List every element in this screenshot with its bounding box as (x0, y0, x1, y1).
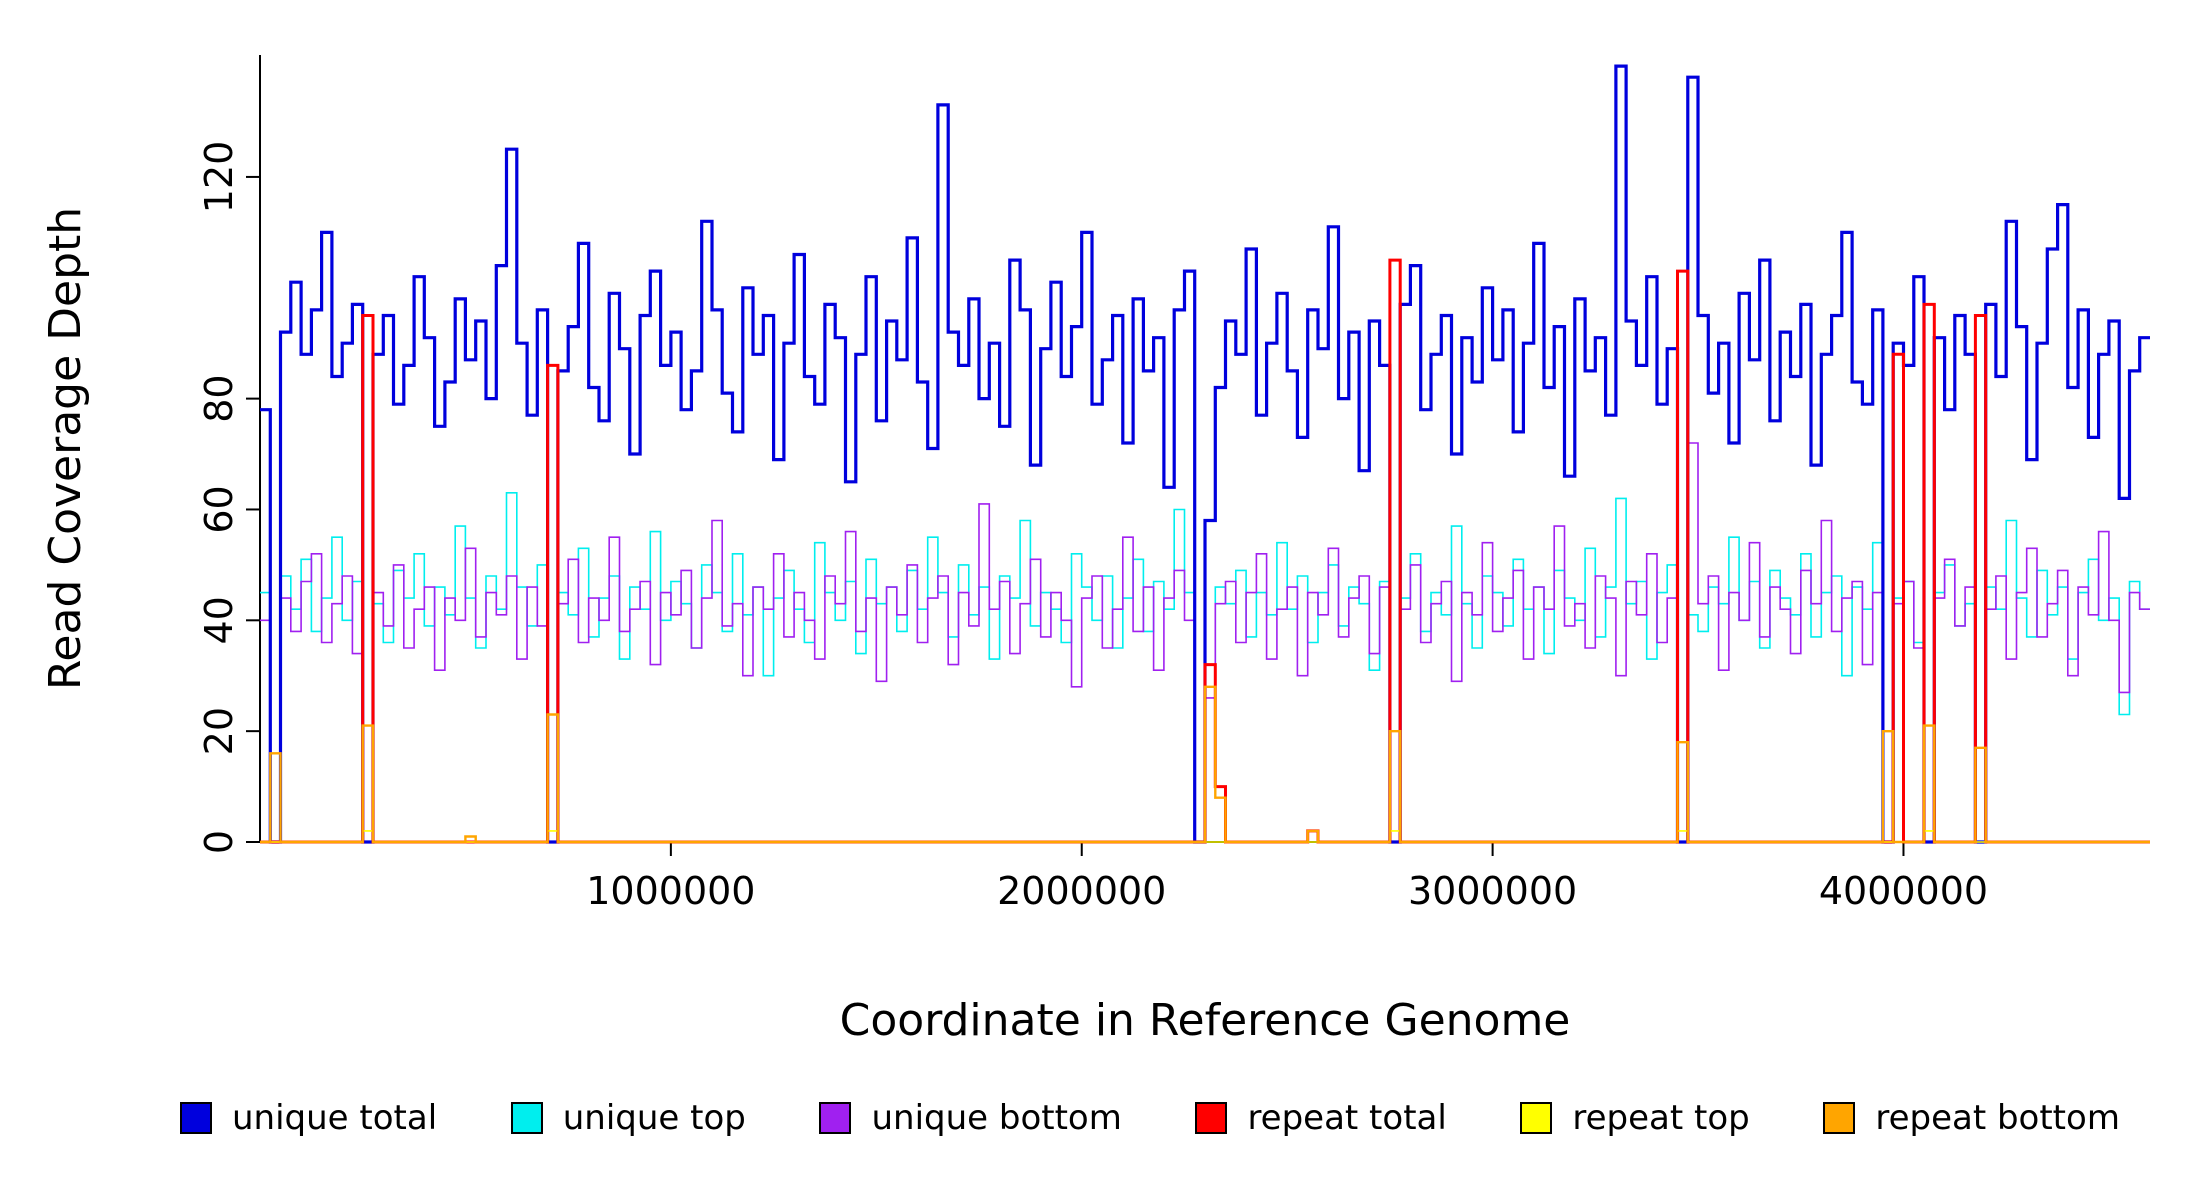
legend: unique total unique top unique bottom re… (0, 1098, 2200, 1138)
legend-swatch-repeat-top (1520, 1102, 1553, 1134)
y-tick-label: 20 (197, 707, 241, 755)
legend-label-unique-top: unique top (562, 1098, 746, 1138)
series-lines (260, 64, 2150, 844)
legend-swatch-repeat-total (1195, 1102, 1228, 1134)
y-tick-label: 60 (197, 485, 241, 533)
legend-label-repeat-total: repeat total (1247, 1098, 1447, 1138)
legend-label-repeat-bottom: repeat bottom (1875, 1098, 2120, 1138)
legend-swatch-unique-bottom (819, 1102, 852, 1134)
legend-item-repeat-top: repeat top (1520, 1098, 1750, 1138)
y-tick-label: 120 (197, 141, 241, 214)
x-tick-label: 2000000 (997, 869, 1166, 913)
legend-swatch-repeat-bottom (1823, 1102, 1856, 1134)
legend-item-repeat-total: repeat total (1195, 1098, 1447, 1138)
legend-label-unique-bottom: unique bottom (871, 1098, 1122, 1138)
x-tick-label: 3000000 (1408, 869, 1577, 913)
legend-item-repeat-bottom: repeat bottom (1823, 1098, 2120, 1138)
y-tick-label: 40 (197, 596, 241, 644)
x-tick-label: 1000000 (586, 869, 755, 913)
x-axis-title: Coordinate in Reference Genome (840, 995, 1571, 1046)
legend-item-unique-top: unique top (510, 1098, 746, 1138)
series-repeat-bottom (260, 685, 2150, 844)
y-axis-title: Read Coverage Depth (40, 207, 91, 690)
axis-ticks: 0 20 40 60 80 120 1000000 2000000 3000000 4000000 (197, 141, 1988, 913)
legend-swatch-unique-total (180, 1102, 212, 1134)
legend-item-unique-total: unique total (180, 1098, 437, 1138)
legend-label-repeat-top: repeat top (1572, 1098, 1750, 1138)
y-tick-label: 80 (197, 374, 241, 422)
legend-swatch-unique-top (510, 1102, 543, 1134)
y-tick-label: 0 (197, 830, 241, 854)
legend-label-unique-total: unique total (232, 1098, 438, 1138)
x-tick-label: 4000000 (1819, 869, 1988, 913)
legend-item-unique-bottom: unique bottom (819, 1098, 1122, 1138)
